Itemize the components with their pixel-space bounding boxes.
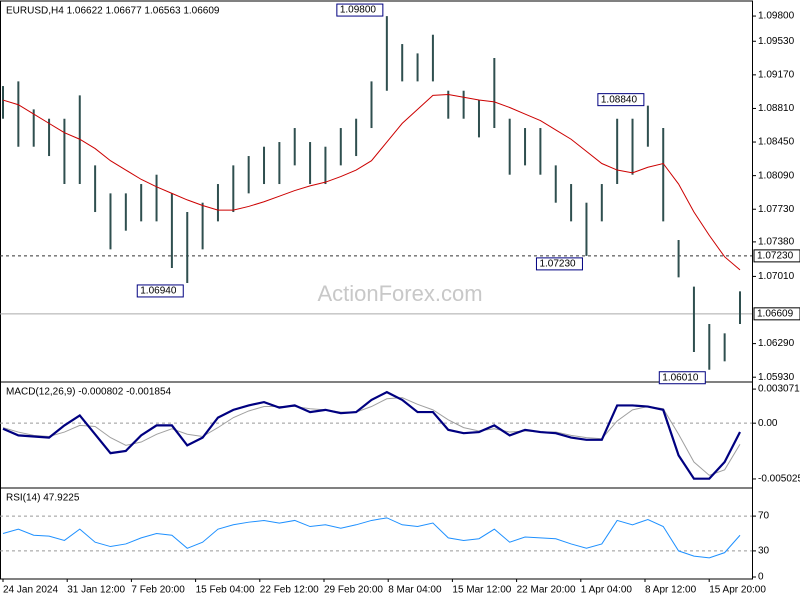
indicator-line (2, 397, 741, 476)
annotation-label: 1.09800 (340, 5, 377, 16)
y-tick-label: 1.06290 (758, 338, 795, 349)
y-tick-label: 1.05930 (758, 372, 795, 383)
y-tick-label: 1.08450 (758, 137, 795, 148)
y-tick-label: 70 (758, 511, 770, 522)
y-tick-label: 0.003071 (758, 384, 800, 395)
panel-title: RSI(14) 47.9225 (6, 493, 80, 504)
annotation-box (535, 257, 583, 271)
y-tick-label: 1.07730 (758, 204, 795, 215)
price-label-box (753, 249, 800, 263)
y-tick-label: 30 (758, 546, 770, 557)
y-tick-label: 1.07010 (758, 271, 795, 282)
x-tick-label: 22 Mar 20:00 (517, 585, 576, 596)
price-label-box (753, 307, 800, 321)
annotation-box (658, 371, 706, 385)
y-tick-label: 0.00 (758, 418, 778, 429)
price-label: 1.06609 (757, 308, 794, 319)
annotation-label: 1.08840 (601, 94, 638, 105)
y-tick-label: 1.07380 (758, 237, 795, 248)
annotation-box (136, 284, 184, 298)
annotation-label: 1.06940 (140, 286, 177, 297)
indicator-line (2, 390, 741, 480)
annotation-label: 1.07230 (539, 259, 576, 270)
x-tick-label: 1 Apr 04:00 (581, 585, 633, 596)
x-tick-label: 24 Jan 2024 (3, 585, 58, 596)
x-tick-label: 8 Mar 04:00 (388, 585, 442, 596)
x-tick-label: 7 Feb 20:00 (131, 585, 185, 596)
annotation-label: 1.06010 (662, 372, 699, 383)
annotation-box (336, 3, 384, 17)
price-label: 1.07230 (757, 251, 794, 262)
moving-average (2, 93, 741, 271)
indicator-line (2, 517, 741, 559)
y-tick-label: 1.09800 (758, 11, 795, 22)
x-tick-label: 29 Feb 20:00 (324, 585, 383, 596)
panel-title: MACD(12,26,9) -0.000802 -0.001854 (6, 387, 172, 398)
x-tick-label: 8 Apr 12:00 (645, 585, 697, 596)
watermark: ActionForex.com (317, 281, 482, 306)
y-tick-label: 1.08810 (758, 103, 795, 114)
y-tick-label: -0.005025 (758, 474, 800, 485)
x-tick-label: 31 Jan 12:00 (67, 585, 125, 596)
y-tick-label: 0 (758, 572, 764, 583)
x-tick-label: 15 Feb 04:00 (196, 585, 255, 596)
annotation-box (597, 93, 645, 107)
y-tick-label: 1.08090 (758, 170, 795, 181)
panel-frame (0, 487, 753, 580)
x-tick-label: 15 Apr 20:00 (709, 585, 766, 596)
y-tick-label: 1.09170 (758, 69, 795, 80)
panel-title: EURUSD,H4 1.06622 1.06677 1.06563 1.0660… (6, 6, 220, 17)
x-tick-label: 22 Feb 12:00 (260, 585, 319, 596)
y-tick-label: 1.09530 (758, 36, 795, 47)
x-tick-label: 15 Mar 12:00 (452, 585, 511, 596)
